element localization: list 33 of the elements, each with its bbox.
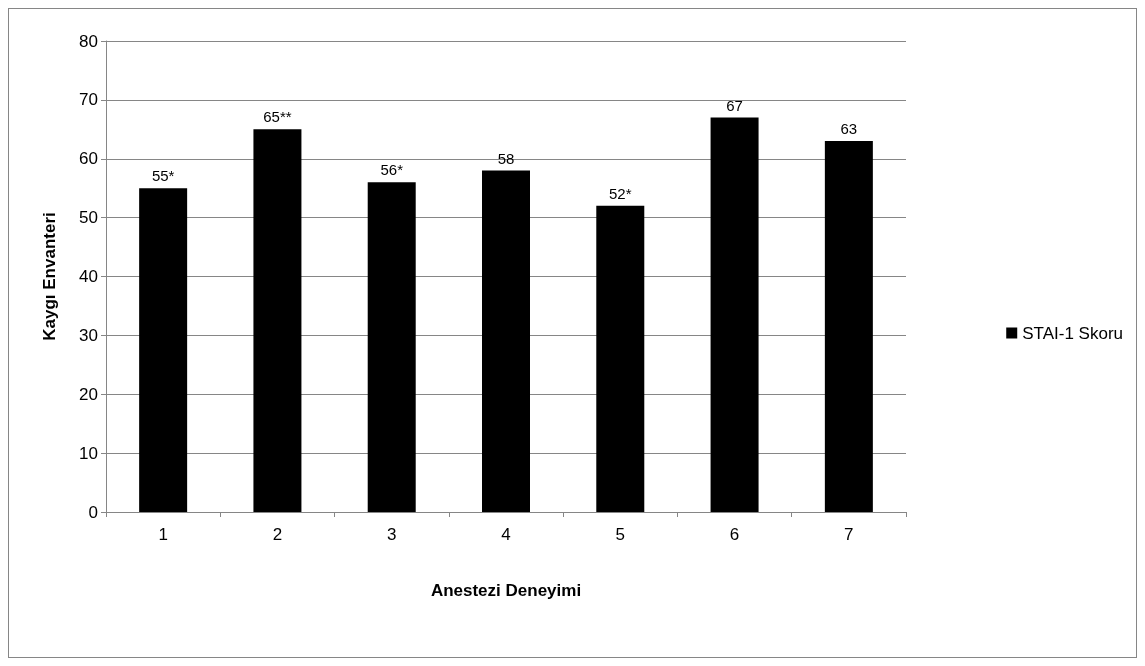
y-axis-title: Kaygı Envanteri <box>40 212 59 341</box>
data-label: 55* <box>151 167 175 185</box>
y-tick-label: 80 <box>79 31 98 51</box>
bar <box>253 129 302 512</box>
y-tick-label: 60 <box>79 149 98 169</box>
y-tick-label: 10 <box>79 443 98 463</box>
x-tick-label: 4 <box>501 525 511 544</box>
data-label: 67 <box>726 96 743 114</box>
bar <box>596 205 645 512</box>
bar <box>824 141 873 512</box>
y-tick-label: 30 <box>79 325 98 345</box>
data-label: 58 <box>497 149 515 167</box>
x-axis-title: Anestezi Deneyimi <box>430 581 582 600</box>
data-label: 52* <box>609 184 632 202</box>
y-tick-label: 70 <box>79 90 98 110</box>
data-label: 63 <box>840 120 858 138</box>
x-tick-label: 2 <box>272 525 283 544</box>
x-tick-label: 5 <box>615 525 626 544</box>
bar <box>367 182 416 512</box>
y-tick-label: 20 <box>79 384 98 404</box>
data-label: 65** <box>263 108 292 126</box>
bar <box>139 188 188 512</box>
x-tick-label: 7 <box>844 525 854 544</box>
x-tick-label: 3 <box>386 525 397 544</box>
legend-label: STAI-1 Skoru <box>1022 323 1124 343</box>
y-tick-label: 0 <box>88 502 98 522</box>
x-tick-label: 6 <box>729 525 740 544</box>
bar <box>482 170 530 512</box>
y-tick-label: 50 <box>79 208 98 228</box>
data-label: 56* <box>380 161 404 179</box>
x-tick-label: 1 <box>158 525 168 544</box>
bar <box>710 117 759 512</box>
y-tick-label: 40 <box>79 267 98 286</box>
